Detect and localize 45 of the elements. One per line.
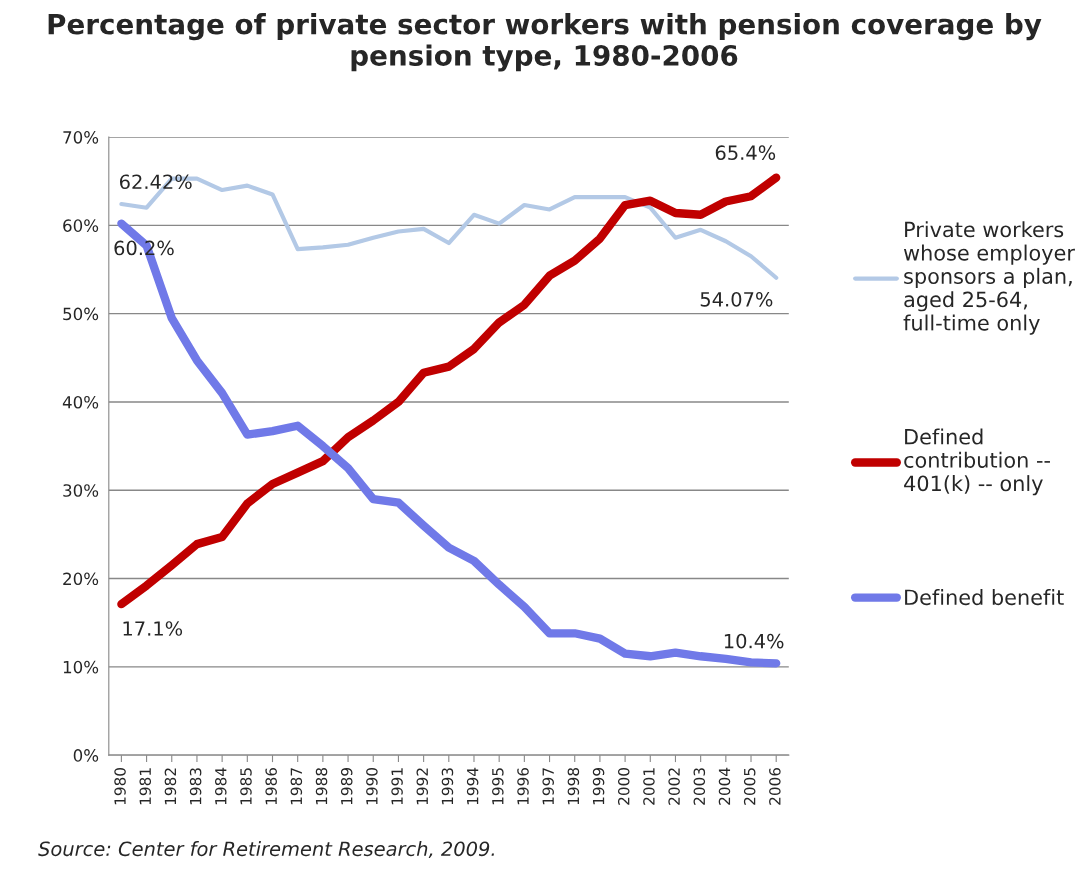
x-tick-label: 1980	[114, 767, 126, 805]
data-label: 10.4%	[724, 633, 784, 649]
x-tick-label: 1982	[164, 768, 177, 805]
x-tick-label: 1991	[391, 768, 403, 805]
x-tick-label: 1996	[517, 767, 529, 805]
x-tick-label: 2002	[668, 768, 680, 805]
legend-label: Defined benefit	[905, 589, 1064, 606]
x-tick-label: 1999	[592, 768, 605, 805]
data-label: 65.4%	[715, 145, 776, 161]
x-tick-label: 1983	[189, 768, 202, 805]
x-tick-label: 2006	[769, 767, 781, 805]
data-label: 62.42%	[119, 174, 192, 190]
x-tick-label: 2004	[718, 767, 731, 805]
x-tick-label: 2003	[693, 768, 706, 805]
x-tick-label: 1995	[492, 768, 504, 805]
x-tick-label: 1997	[542, 768, 554, 805]
y-tick-label: 10%	[63, 660, 99, 674]
x-tick-label: 2005	[743, 768, 756, 805]
y-tick-label: 20%	[63, 572, 99, 586]
y-tick-label: 50%	[63, 307, 99, 321]
x-tick-label: 1985	[240, 768, 252, 805]
y-tick-label: 70%	[63, 131, 99, 144]
x-tick-label: 1998	[567, 768, 580, 805]
data-label: 17.1%	[123, 621, 183, 636]
y-tick-label: 0%	[73, 749, 99, 762]
y-tick-label: 40%	[62, 395, 99, 409]
x-tick-label: 1992	[416, 768, 429, 805]
x-tick-label: 1988	[315, 768, 328, 805]
x-tick-label: 1990	[366, 767, 378, 805]
x-tick-label: 1993	[441, 768, 454, 805]
legend-label: Private workers whose employer sponsors a plan, aged 25-64, full-time only	[903, 221, 1075, 335]
data-label: 54.07%	[700, 291, 773, 307]
source-note: Source: Center for Retirement Research, 2009.	[38, 841, 494, 859]
y-tick-label: 60%	[63, 219, 99, 232]
x-tick-label: 1994	[466, 767, 479, 805]
chart-title: Percentage of private sector workers with pension coverage by pension type, 1980-2006	[48, 13, 1042, 72]
x-tick-label: 1984	[215, 767, 227, 805]
x-tick-label: 1989	[340, 768, 353, 805]
y-tick-label: 30%	[63, 484, 99, 497]
x-tick-label: 2001	[643, 768, 655, 805]
x-tick-label: 2000	[617, 767, 630, 805]
legend-label: Defined contribution -- 401(k) -- only	[904, 428, 1050, 496]
x-tick-label: 1981	[139, 768, 152, 805]
x-tick-label: 1986	[265, 767, 277, 805]
x-tick-label: 1987	[290, 768, 303, 805]
